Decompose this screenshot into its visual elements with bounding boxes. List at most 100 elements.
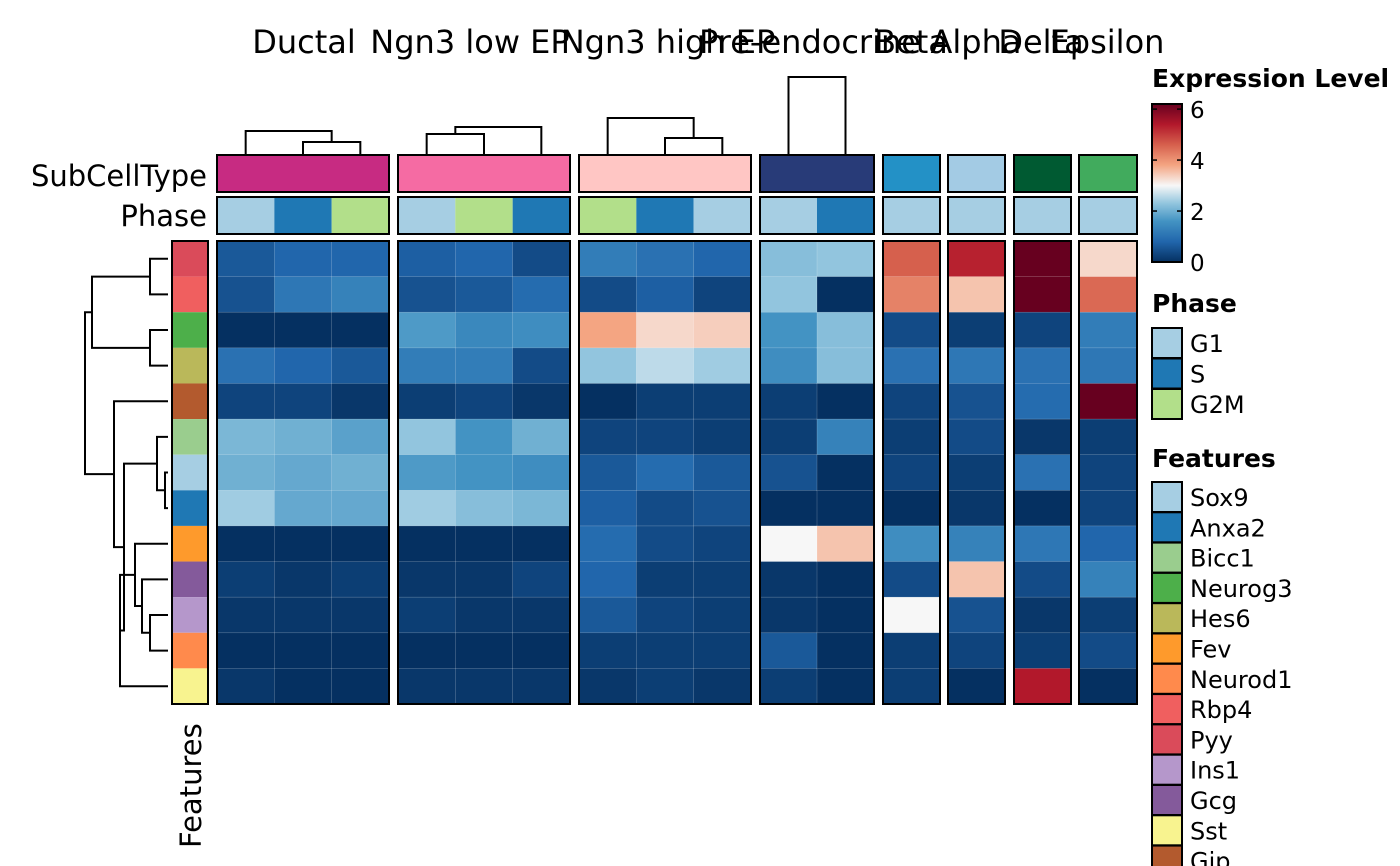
phase-legend-label: G2M <box>1190 391 1245 419</box>
column-dendrogram <box>606 117 695 154</box>
heatmap-cell <box>397 561 456 598</box>
heatmap-cell <box>947 561 1006 598</box>
row-dendrogram <box>149 613 168 652</box>
heatmap-cell <box>216 276 275 313</box>
phase-cell <box>455 197 513 234</box>
row-dendrogram <box>156 435 168 492</box>
column-group-title: Pre-endocrine <box>699 23 921 61</box>
heatmap-block-border <box>1013 240 1072 705</box>
heatmap-cell <box>455 311 514 349</box>
heatmap-cell <box>512 276 571 313</box>
heatmap-cell <box>636 454 695 491</box>
heatmap-cell <box>455 561 514 598</box>
heatmap-cell <box>759 240 818 278</box>
heatmap-cell <box>578 418 637 456</box>
heatmap-cell <box>1013 596 1072 634</box>
features-legend-label: Pyy <box>1190 726 1233 754</box>
heatmap-cell <box>1013 276 1072 313</box>
heatmap-cell <box>882 383 941 420</box>
subcelltype-bar <box>947 154 1006 193</box>
phase-cell <box>817 197 874 234</box>
heatmap-cell <box>455 632 514 669</box>
heatmap-cell <box>216 561 275 598</box>
heatmap-cell <box>882 347 941 385</box>
heatmap-cell <box>816 311 875 349</box>
heatmap-block-border <box>1078 240 1138 705</box>
phase-bar-border <box>216 196 390 235</box>
heatmap-cell <box>1078 383 1138 420</box>
heatmap-cell <box>882 276 941 313</box>
heatmap-cell <box>397 454 456 491</box>
subcelltype-bar <box>1078 154 1138 193</box>
heatmap-cell <box>759 454 818 491</box>
heatmap-cell <box>1078 490 1138 527</box>
row-dendrogram <box>113 400 168 549</box>
heatmap-cell <box>274 240 333 278</box>
features-legend-label: Hes6 <box>1190 605 1251 633</box>
features-legend-swatch <box>1151 814 1183 847</box>
phase-cell <box>331 197 389 234</box>
heatmap-cell <box>512 561 571 598</box>
heatmap-cell <box>816 276 875 313</box>
heatmap-cell <box>274 347 333 385</box>
heatmap-cell <box>578 490 637 527</box>
heatmap-cell <box>578 347 637 385</box>
phase-cell <box>579 197 637 234</box>
heatmap-cell <box>759 561 818 598</box>
heatmap-cell <box>693 561 752 598</box>
row-dendrogram <box>134 542 168 608</box>
heatmap-cell <box>397 383 456 420</box>
subcelltype-bar <box>578 154 752 193</box>
heatmap-cell <box>947 383 1006 420</box>
heatmap-cell <box>578 383 637 420</box>
heatmap-cell <box>331 632 390 669</box>
heatmap-cell <box>947 490 1006 527</box>
features-legend-label: Rbp4 <box>1190 696 1252 724</box>
heatmap-cell <box>1078 240 1138 278</box>
colorbar-tick-label: 0 <box>1190 251 1205 277</box>
heatmap-cell <box>578 525 637 563</box>
heatmap-cell <box>636 276 695 313</box>
column-dendrogram <box>787 76 847 154</box>
heatmap-cell <box>397 490 456 527</box>
heatmap-cell <box>636 490 695 527</box>
feature-row-cell <box>172 347 208 384</box>
feature-row-cell <box>172 668 208 704</box>
heatmap-cell <box>882 454 941 491</box>
heatmap-cell <box>1013 383 1072 420</box>
feature-row-cell <box>172 490 208 526</box>
colorbar-tick-label: 6 <box>1190 98 1205 124</box>
heatmap-cell <box>1078 276 1138 313</box>
features-legend-label: Neurog3 <box>1190 575 1292 603</box>
heatmap-cell <box>947 418 1006 456</box>
heatmap-cell <box>512 596 571 634</box>
heatmap-cell <box>512 632 571 669</box>
phase-cell <box>693 197 751 234</box>
heatmap-cell <box>816 632 875 669</box>
colorbar-tick-label: 2 <box>1190 200 1205 226</box>
phase-bar-border <box>947 196 1006 235</box>
heatmap-cell <box>455 490 514 527</box>
heatmap-cell <box>759 383 818 420</box>
heatmap-cell <box>274 490 333 527</box>
heatmap-cell <box>512 347 571 385</box>
heatmap-cell <box>274 596 333 634</box>
heatmap-cell <box>693 525 752 563</box>
phase-bar-border <box>759 196 875 235</box>
heatmap-cell <box>882 490 941 527</box>
features-legend-swatch <box>1151 784 1183 816</box>
heatmap-cell <box>578 311 637 349</box>
phase-cell <box>636 197 694 234</box>
phase-cell <box>512 197 570 234</box>
heatmap-cell <box>512 668 571 705</box>
features-legend-swatch <box>1151 602 1183 635</box>
feature-row-cell <box>172 312 208 348</box>
subcelltype-bar <box>1013 154 1072 193</box>
heatmap-cell <box>216 596 275 634</box>
row-dendrogram <box>91 275 150 349</box>
heatmap-cell <box>759 525 818 563</box>
features-legend-swatch <box>1151 753 1183 786</box>
heatmap-cell <box>331 383 390 420</box>
heatmap-cell <box>636 561 695 598</box>
